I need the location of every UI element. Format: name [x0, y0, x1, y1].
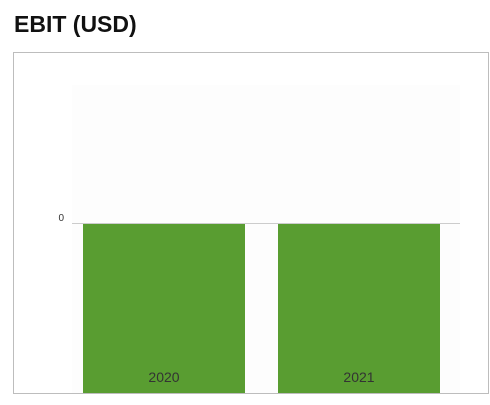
chart-container: 0 2020 2021 — [13, 52, 489, 394]
bars-group — [83, 223, 440, 393]
x-tick-label: 2021 — [343, 369, 374, 385]
chart-title: EBIT (USD) — [14, 11, 137, 37]
bar-2020[interactable] — [83, 223, 245, 393]
y-tick-label: 0 — [58, 213, 64, 224]
x-axis-labels: 2020 2021 — [148, 369, 374, 385]
bar-chart: 0 2020 2021 — [58, 85, 460, 393]
x-tick-label: 2020 — [148, 369, 179, 385]
y-axis-ticks: 0 — [58, 213, 64, 224]
bar-2021[interactable] — [278, 223, 440, 393]
